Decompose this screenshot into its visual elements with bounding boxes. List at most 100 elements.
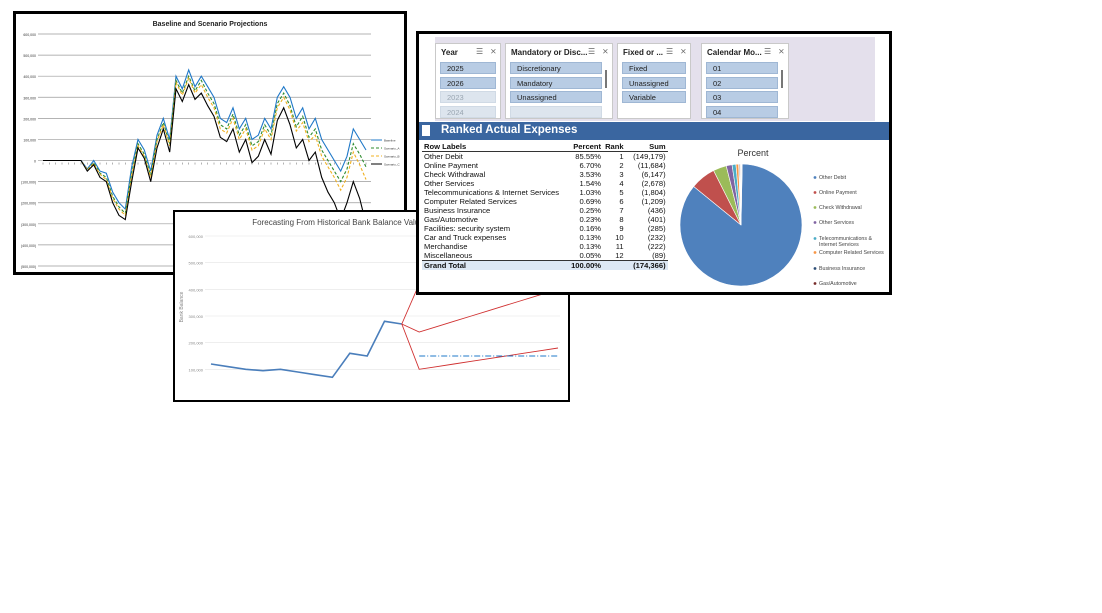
slicer-item[interactable]: Variable: [622, 91, 686, 103]
slicer-calendar-mo[interactable]: Calendar Mo... ☰ ⨯ 01 02 03 04: [701, 43, 789, 119]
table-row: Other Services 1.54% 4 (2,678): [422, 179, 668, 188]
slicer-scrollbar[interactable]: [781, 70, 783, 88]
slicer-item[interactable]: 03: [706, 91, 778, 103]
table-cell: Check Withdrawal: [424, 170, 486, 179]
slicer-item[interactable]: 02: [706, 76, 778, 89]
slicer-bar: Year ☰ ⨯ 2025 2026 2023 2024 Mandatory or Disc.…: [435, 37, 875, 121]
forecast-series-line: [210, 320, 402, 379]
clear-filter-icon[interactable]: ⨯: [490, 47, 497, 56]
table-cell: 0.25%: [579, 206, 602, 215]
slicer-item[interactable]: [510, 105, 602, 118]
series-line-scenario_c: [43, 83, 367, 224]
multi-select-icon[interactable]: ☰: [476, 47, 484, 56]
slicer-item[interactable]: Unassigned: [510, 91, 602, 103]
table-cell: Business Insurance: [424, 206, 491, 215]
series-line-scenario_b: [43, 76, 367, 217]
y-tick-label: (200,000): [21, 202, 36, 206]
table-row: Gas/Automotive 0.23% 8 (401): [422, 215, 668, 224]
table-header-row: Row Labels Percent Rank Sum: [422, 142, 668, 152]
table-row: Business Insurance 0.25% 7 (436): [422, 206, 668, 215]
y-tick-label: (400,000): [21, 244, 36, 248]
slicer-item[interactable]: 01: [706, 62, 778, 74]
table-cell: 0.13%: [579, 242, 602, 251]
slicer-item[interactable]: 04: [706, 105, 778, 118]
legend-label: Other Services: [819, 220, 854, 226]
clear-filter-icon[interactable]: ⨯: [680, 47, 687, 56]
table-cell: 9: [619, 224, 624, 233]
slicer-item[interactable]: 2024: [440, 105, 496, 118]
baseline-chart-title: Baseline and Scenario Projections: [153, 21, 268, 28]
y-tick-label: 600,000: [189, 234, 204, 239]
y-tick-label: 200,000: [23, 117, 36, 121]
slicer-item[interactable]: 2025: [440, 62, 496, 74]
table-row: Merchandise 0.13% 11 (222): [422, 242, 668, 251]
slicer-fixed-or[interactable]: Fixed or ... ☰ ⨯ Fixed Unassigned Variable: [617, 43, 691, 119]
table-cell: (174,366): [625, 260, 668, 270]
forecast-ylabel: Bank Balance: [179, 291, 185, 322]
table-cell: [603, 260, 626, 270]
legend-marker: [813, 221, 817, 224]
pie-chart-area: Percent Other Debit Online Payment Check W…: [653, 142, 889, 292]
y-tick-label: 500,000: [189, 261, 204, 266]
table-cell: (222): [647, 242, 666, 251]
legend-marker: [813, 176, 817, 179]
table-cell: 10: [615, 233, 624, 242]
table-cell: 0.05%: [579, 251, 602, 260]
multi-select-icon[interactable]: ☰: [764, 47, 772, 56]
forecast-series-line: [401, 288, 559, 333]
table-cell: 100.00%: [561, 260, 604, 270]
table-cell: (6,147): [641, 170, 666, 179]
legend-label: Other Debit: [819, 175, 847, 181]
multi-select-icon[interactable]: ☰: [588, 47, 596, 56]
slicer-item[interactable]: 2023: [440, 91, 496, 103]
series-line-baseline: [43, 68, 367, 211]
table-cell: 11: [615, 242, 624, 251]
y-tick-label: 400,000: [23, 75, 36, 79]
table-cell: 2: [619, 161, 624, 170]
table-cell: 6.70%: [579, 161, 602, 170]
percent-pie-chart: Percent Other Debit Online Payment Check W…: [679, 148, 884, 287]
table-cell: Sum: [625, 142, 668, 152]
table-cell: (149,179): [633, 152, 666, 161]
slicer-item[interactable]: Unassigned: [622, 76, 686, 89]
y-tick-label: 100,000: [189, 367, 204, 372]
legend-marker: [813, 267, 817, 270]
table-cell: (11,684): [637, 161, 666, 170]
table-cell: (1,804): [641, 188, 666, 197]
baseline-projection-chart: Baseline and Scenario Projections 600,00…: [21, 21, 401, 269]
table-cell: (285): [647, 224, 666, 233]
table-cell: (436): [647, 206, 666, 215]
slicer-item[interactable]: Mandatory: [510, 76, 602, 89]
table-cell: Row Labels: [422, 142, 562, 152]
y-tick-label: 300,000: [189, 314, 204, 319]
table-cell: Merchandise: [424, 242, 468, 251]
table-row: Car and Truck expenses 0.13% 10 (232): [422, 233, 668, 242]
slicer-title: Mandatory or Disc...: [511, 48, 588, 57]
clear-filter-icon[interactable]: ⨯: [602, 47, 609, 56]
legend-marker: [813, 206, 817, 209]
slicer-item[interactable]: 2026: [440, 76, 496, 89]
slicer-mandatory-or-disc[interactable]: Mandatory or Disc... ☰ ⨯ Discretionary Manda…: [505, 43, 613, 119]
table-cell: 0.23%: [579, 215, 602, 224]
table-row: Check Withdrawal 3.53% 3 (6,147): [422, 170, 668, 179]
clear-filter-icon[interactable]: ⨯: [778, 47, 785, 56]
table-cell: 7: [619, 206, 624, 215]
multi-select-icon[interactable]: ☰: [666, 47, 674, 56]
table-cell: Miscellaneous: [424, 251, 473, 260]
slicer-scrollbar[interactable]: [605, 70, 607, 88]
table-cell: Facilities: security system: [424, 224, 511, 233]
series-line-scenario_a: [43, 74, 367, 215]
slicer-year[interactable]: Year ☰ ⨯ 2025 2026 2023 2024: [435, 43, 501, 119]
ranked-header: Ranked Actual Expenses: [419, 122, 889, 140]
table-cell: (232): [647, 233, 666, 242]
table-cell: Computer Related Services: [424, 197, 517, 206]
legend-label: Scenario_C: [384, 163, 401, 167]
table-total-row: Grand Total 100.00% (174,366): [422, 260, 668, 270]
table-cell: Other Services: [424, 179, 475, 188]
table-cell: Car and Truck expenses: [424, 233, 507, 242]
table-cell: 0.69%: [579, 197, 602, 206]
y-tick-label: (500,000): [21, 265, 36, 269]
legend-label: Gas/Automotive: [819, 281, 857, 287]
slicer-item[interactable]: Fixed: [622, 62, 686, 74]
slicer-item[interactable]: Discretionary: [510, 62, 602, 74]
